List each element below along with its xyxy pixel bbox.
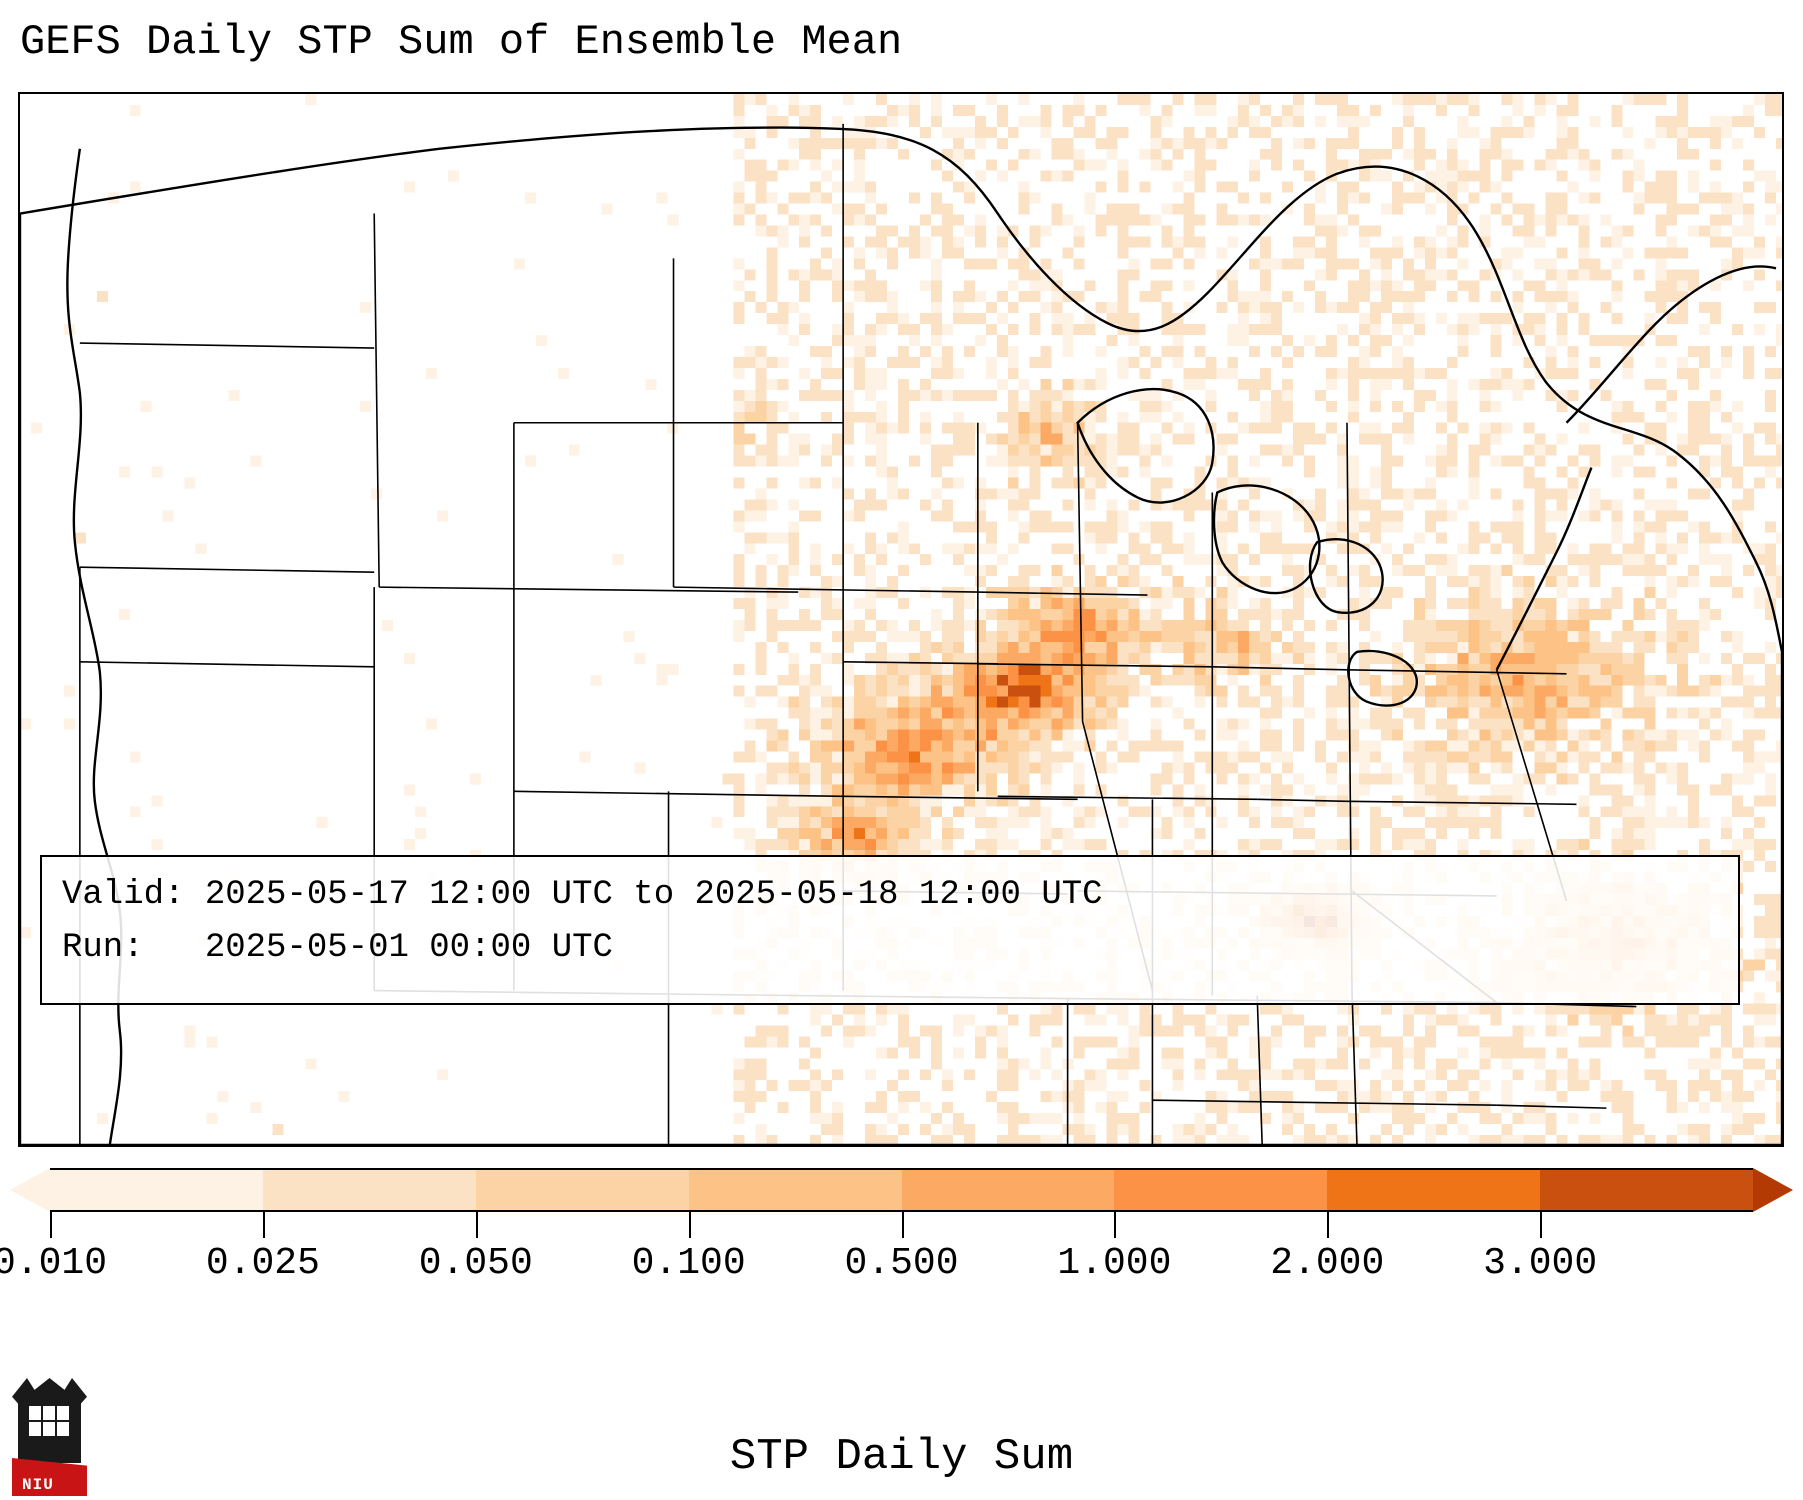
colorbar-axis-label: STP Daily Sum	[0, 1432, 1803, 1482]
colorbar-ticks	[50, 1212, 1753, 1242]
colorbar-tick-label: 3.000	[1483, 1242, 1597, 1285]
colorbar-tick-label: 2.000	[1270, 1242, 1384, 1285]
colorbar-tick-labels: 0.010 0.025 0.050 0.100 0.500 1.000 2.000 3.000	[50, 1242, 1753, 1298]
colorbar-segment	[1114, 1168, 1327, 1212]
info-legend-box: Valid: 2025-05-17 12:00 UTC to 2025-05-1…	[40, 855, 1740, 1005]
colorbar-segment	[902, 1168, 1115, 1212]
colorbar-segment	[50, 1168, 263, 1212]
colorbar-tick-label: 0.500	[844, 1242, 958, 1285]
colorbar-tick-mark	[689, 1212, 691, 1238]
niu-logo: NIU	[2, 1378, 97, 1496]
colorbar-tick-mark	[50, 1212, 52, 1238]
colorbar-arrow-high	[1753, 1168, 1793, 1212]
colorbar-tick-mark	[1114, 1212, 1116, 1238]
colorbar-tick-mark	[902, 1212, 904, 1238]
colorbar-segment	[263, 1168, 476, 1212]
colorbar-tick-label: 0.010	[0, 1242, 107, 1285]
colorbar-tick-mark	[1540, 1212, 1542, 1238]
colorbar-segment	[689, 1168, 902, 1212]
colorbar-tick-label: 0.050	[419, 1242, 533, 1285]
page-title: GEFS Daily STP Sum of Ensemble Mean	[20, 18, 902, 66]
colorbar-tick-mark	[263, 1212, 265, 1238]
colorbar-gradient	[10, 1168, 1793, 1212]
colorbar-segment	[476, 1168, 689, 1212]
colorbar-tick-mark	[1327, 1212, 1329, 1238]
colorbar-tick-label: 0.100	[632, 1242, 746, 1285]
colorbar-arrow-low	[10, 1168, 50, 1212]
valid-line: Valid: 2025-05-17 12:00 UTC to 2025-05-1…	[62, 869, 1718, 922]
colorbar-tick-mark	[476, 1212, 478, 1238]
colorbar-tick-label: 0.025	[206, 1242, 320, 1285]
colorbar-tick-label: 1.000	[1057, 1242, 1171, 1285]
run-line: Run: 2025-05-01 00:00 UTC	[62, 922, 1718, 975]
colorbar-segment	[1327, 1168, 1540, 1212]
colorbar-segment	[1540, 1168, 1753, 1212]
colorbar-container: 0.010 0.025 0.050 0.100 0.500 1.000 2.000 3.000	[10, 1168, 1793, 1298]
